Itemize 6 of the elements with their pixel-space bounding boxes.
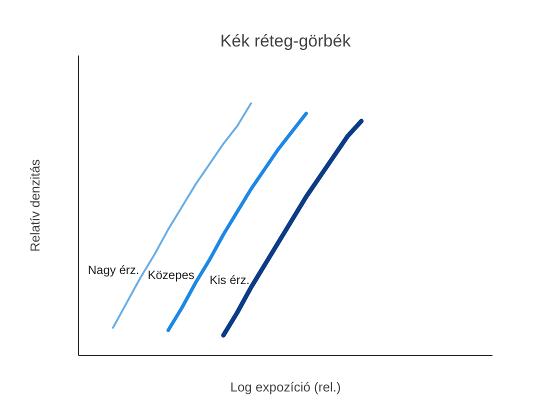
chart-title: Kék réteg-görbék [220, 32, 352, 50]
series-label: Nagy érz. [88, 262, 140, 277]
series-label: Kis érz. [210, 272, 250, 287]
series-label: Közepes [148, 268, 194, 282]
y-axis-title: Relatív denzitás [28, 158, 42, 252]
x-axis-title: Log expozíció (rel.) [230, 380, 341, 394]
